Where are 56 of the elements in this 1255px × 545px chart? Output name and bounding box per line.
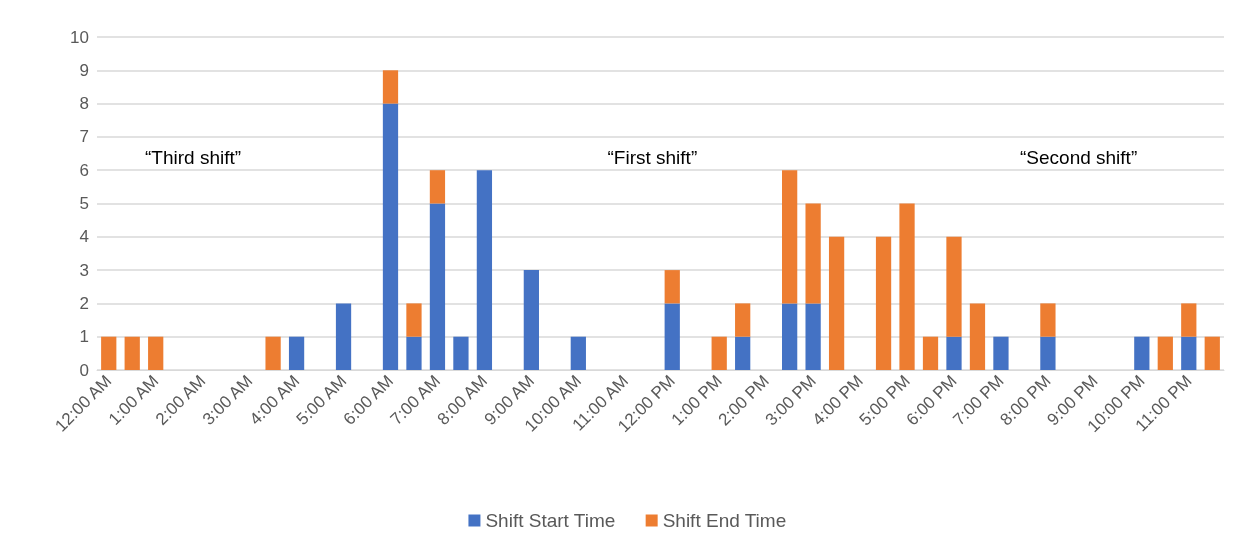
bar [1040,303,1056,337]
bar [1181,303,1197,337]
bar [265,336,281,370]
bar [1181,336,1197,370]
y-tick-label: 5 [79,194,89,213]
bar [429,203,446,370]
bar [288,336,305,370]
bar [429,170,446,204]
bar [899,203,915,370]
bar [828,236,845,370]
bar [476,170,493,370]
legend-label: Shift Start Time [485,510,616,531]
bar [406,303,422,337]
y-tick-label: 2 [79,293,89,313]
bar [664,270,680,304]
bar [946,336,962,370]
bar [664,303,680,370]
bar [101,336,117,370]
y-tick-label: 9 [79,60,89,80]
y-tick-label: 4 [79,227,89,247]
bar [148,336,164,370]
bar [711,336,727,370]
bar [782,170,798,304]
bar [570,336,586,370]
legend-label: Shift End Time [662,510,787,531]
bar [875,236,892,370]
bar [782,303,798,370]
bar [406,336,422,370]
bar [382,103,399,370]
bar [1157,336,1173,370]
bar [1134,336,1150,370]
bar [805,203,821,304]
y-tick-label: 1 [79,327,89,347]
y-tick-label: 6 [79,160,89,180]
bar [735,336,751,370]
annotation: “First shift” [607,147,698,168]
bar [922,336,939,370]
bar [1204,336,1220,370]
bar [124,336,140,370]
bar [523,270,539,370]
bar [382,70,399,104]
y-tick-label: 10 [70,27,89,47]
bar [335,303,352,370]
bar [805,303,821,370]
y-tick-label: 3 [79,260,89,280]
y-tick-label: 8 [79,94,89,114]
bar [735,303,751,337]
bar [453,336,469,370]
bar [993,336,1009,370]
annotation: “Second shift” [1020,147,1138,168]
bar [946,236,962,337]
y-tick-label: 0 [79,360,89,380]
bar [1040,336,1056,370]
bar [969,303,986,370]
annotation: “Third shift” [145,147,242,168]
y-tick-label: 7 [79,127,89,147]
